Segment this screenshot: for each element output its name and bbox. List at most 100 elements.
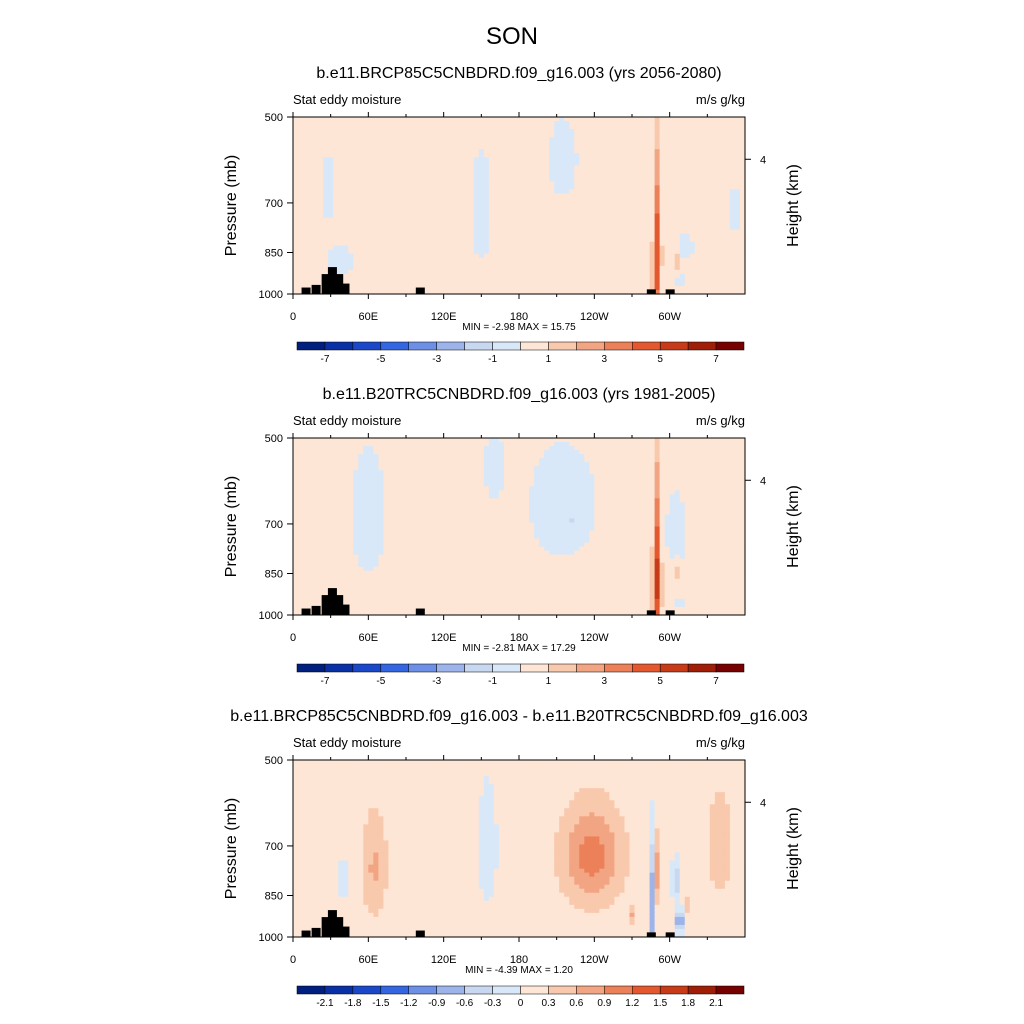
field-cell <box>559 285 565 291</box>
field-cell <box>694 141 701 146</box>
field-cell <box>433 265 440 271</box>
field-cell <box>343 249 349 255</box>
field-cell <box>368 470 374 475</box>
field-cell <box>524 261 530 267</box>
field-cell <box>468 169 475 174</box>
field-cell <box>569 474 575 479</box>
colorbar-label: -5 <box>376 354 385 365</box>
field-cell <box>649 458 656 463</box>
field-cell <box>529 213 535 219</box>
field-cell <box>368 149 374 154</box>
field-cell <box>423 213 430 219</box>
field-cell <box>423 149 430 154</box>
field-cell <box>348 209 354 215</box>
field-cell <box>403 462 410 467</box>
field-cell <box>519 257 525 263</box>
field-cell <box>428 225 435 231</box>
field-cell <box>373 189 379 195</box>
field-cell <box>669 209 676 215</box>
field-cell <box>393 474 400 479</box>
field-cell <box>468 281 475 287</box>
field-cell <box>488 165 495 170</box>
field-cell <box>383 169 390 174</box>
field-cell <box>609 438 616 443</box>
field-cell <box>363 277 369 283</box>
field-cell <box>534 458 540 463</box>
field-cell <box>378 145 384 150</box>
field-cell <box>679 237 686 243</box>
field-cell <box>609 470 616 475</box>
field-cell <box>438 257 445 263</box>
field-cell <box>488 137 495 142</box>
field-cell <box>293 141 299 146</box>
field-cell <box>318 209 324 215</box>
field-cell <box>378 161 384 166</box>
field-cell <box>293 201 299 207</box>
field-cell <box>443 209 450 215</box>
field-cell <box>428 470 435 475</box>
field-cell <box>654 257 661 263</box>
field-cell <box>574 141 580 146</box>
field-cell <box>498 458 505 463</box>
field-cell <box>624 129 631 134</box>
field-cell <box>729 205 736 211</box>
field-cell <box>318 133 324 138</box>
field-cell <box>649 149 656 154</box>
field-cell <box>704 253 711 259</box>
field-cell <box>529 193 535 199</box>
field-cell <box>378 458 384 463</box>
field-cell <box>734 209 741 215</box>
field-cell <box>534 117 540 122</box>
field-cell <box>348 185 354 191</box>
field-cell <box>328 261 334 267</box>
field-cell <box>293 462 299 467</box>
field-cell <box>338 149 344 154</box>
field-cell <box>524 169 530 174</box>
field-cell <box>473 474 480 479</box>
field-cell <box>664 458 671 463</box>
field-cell <box>338 454 344 459</box>
field-cell <box>529 462 535 467</box>
field-cell <box>694 289 701 295</box>
field-cell <box>343 277 349 283</box>
field-cell <box>478 277 485 283</box>
field-cell <box>473 466 480 471</box>
field-cell <box>739 193 746 199</box>
field-cell <box>398 229 405 235</box>
field-cell <box>368 169 374 174</box>
field-cell <box>498 462 505 467</box>
field-cell <box>624 474 631 479</box>
field-cell <box>333 229 339 235</box>
field-cell <box>604 181 610 186</box>
field-cell <box>373 161 379 166</box>
field-cell <box>328 245 334 251</box>
field-cell <box>513 237 520 243</box>
field-cell <box>443 281 450 287</box>
field-cell <box>669 446 676 451</box>
field-cell <box>473 273 480 279</box>
field-cell <box>539 438 545 443</box>
field-cell <box>609 137 616 142</box>
field-cell <box>544 474 550 479</box>
field-cell <box>468 217 475 223</box>
field-cell <box>463 225 470 231</box>
field-cell <box>619 153 626 158</box>
field-cell <box>333 462 339 467</box>
field-cell <box>508 470 515 475</box>
field-cell <box>559 265 565 271</box>
field-cell <box>589 249 595 255</box>
field-cell <box>428 466 435 471</box>
field-cell <box>428 125 435 130</box>
field-cell <box>403 149 410 154</box>
field-cell <box>644 133 651 138</box>
field-cell <box>604 285 610 291</box>
field-cell <box>619 173 626 178</box>
field-cell <box>333 213 339 219</box>
field-cell <box>669 169 676 174</box>
field-cell <box>549 129 555 134</box>
field-cell <box>383 165 390 170</box>
field-cell <box>303 265 309 271</box>
field-cell <box>378 173 384 178</box>
field-cell <box>493 285 500 291</box>
field-cell <box>388 137 395 142</box>
